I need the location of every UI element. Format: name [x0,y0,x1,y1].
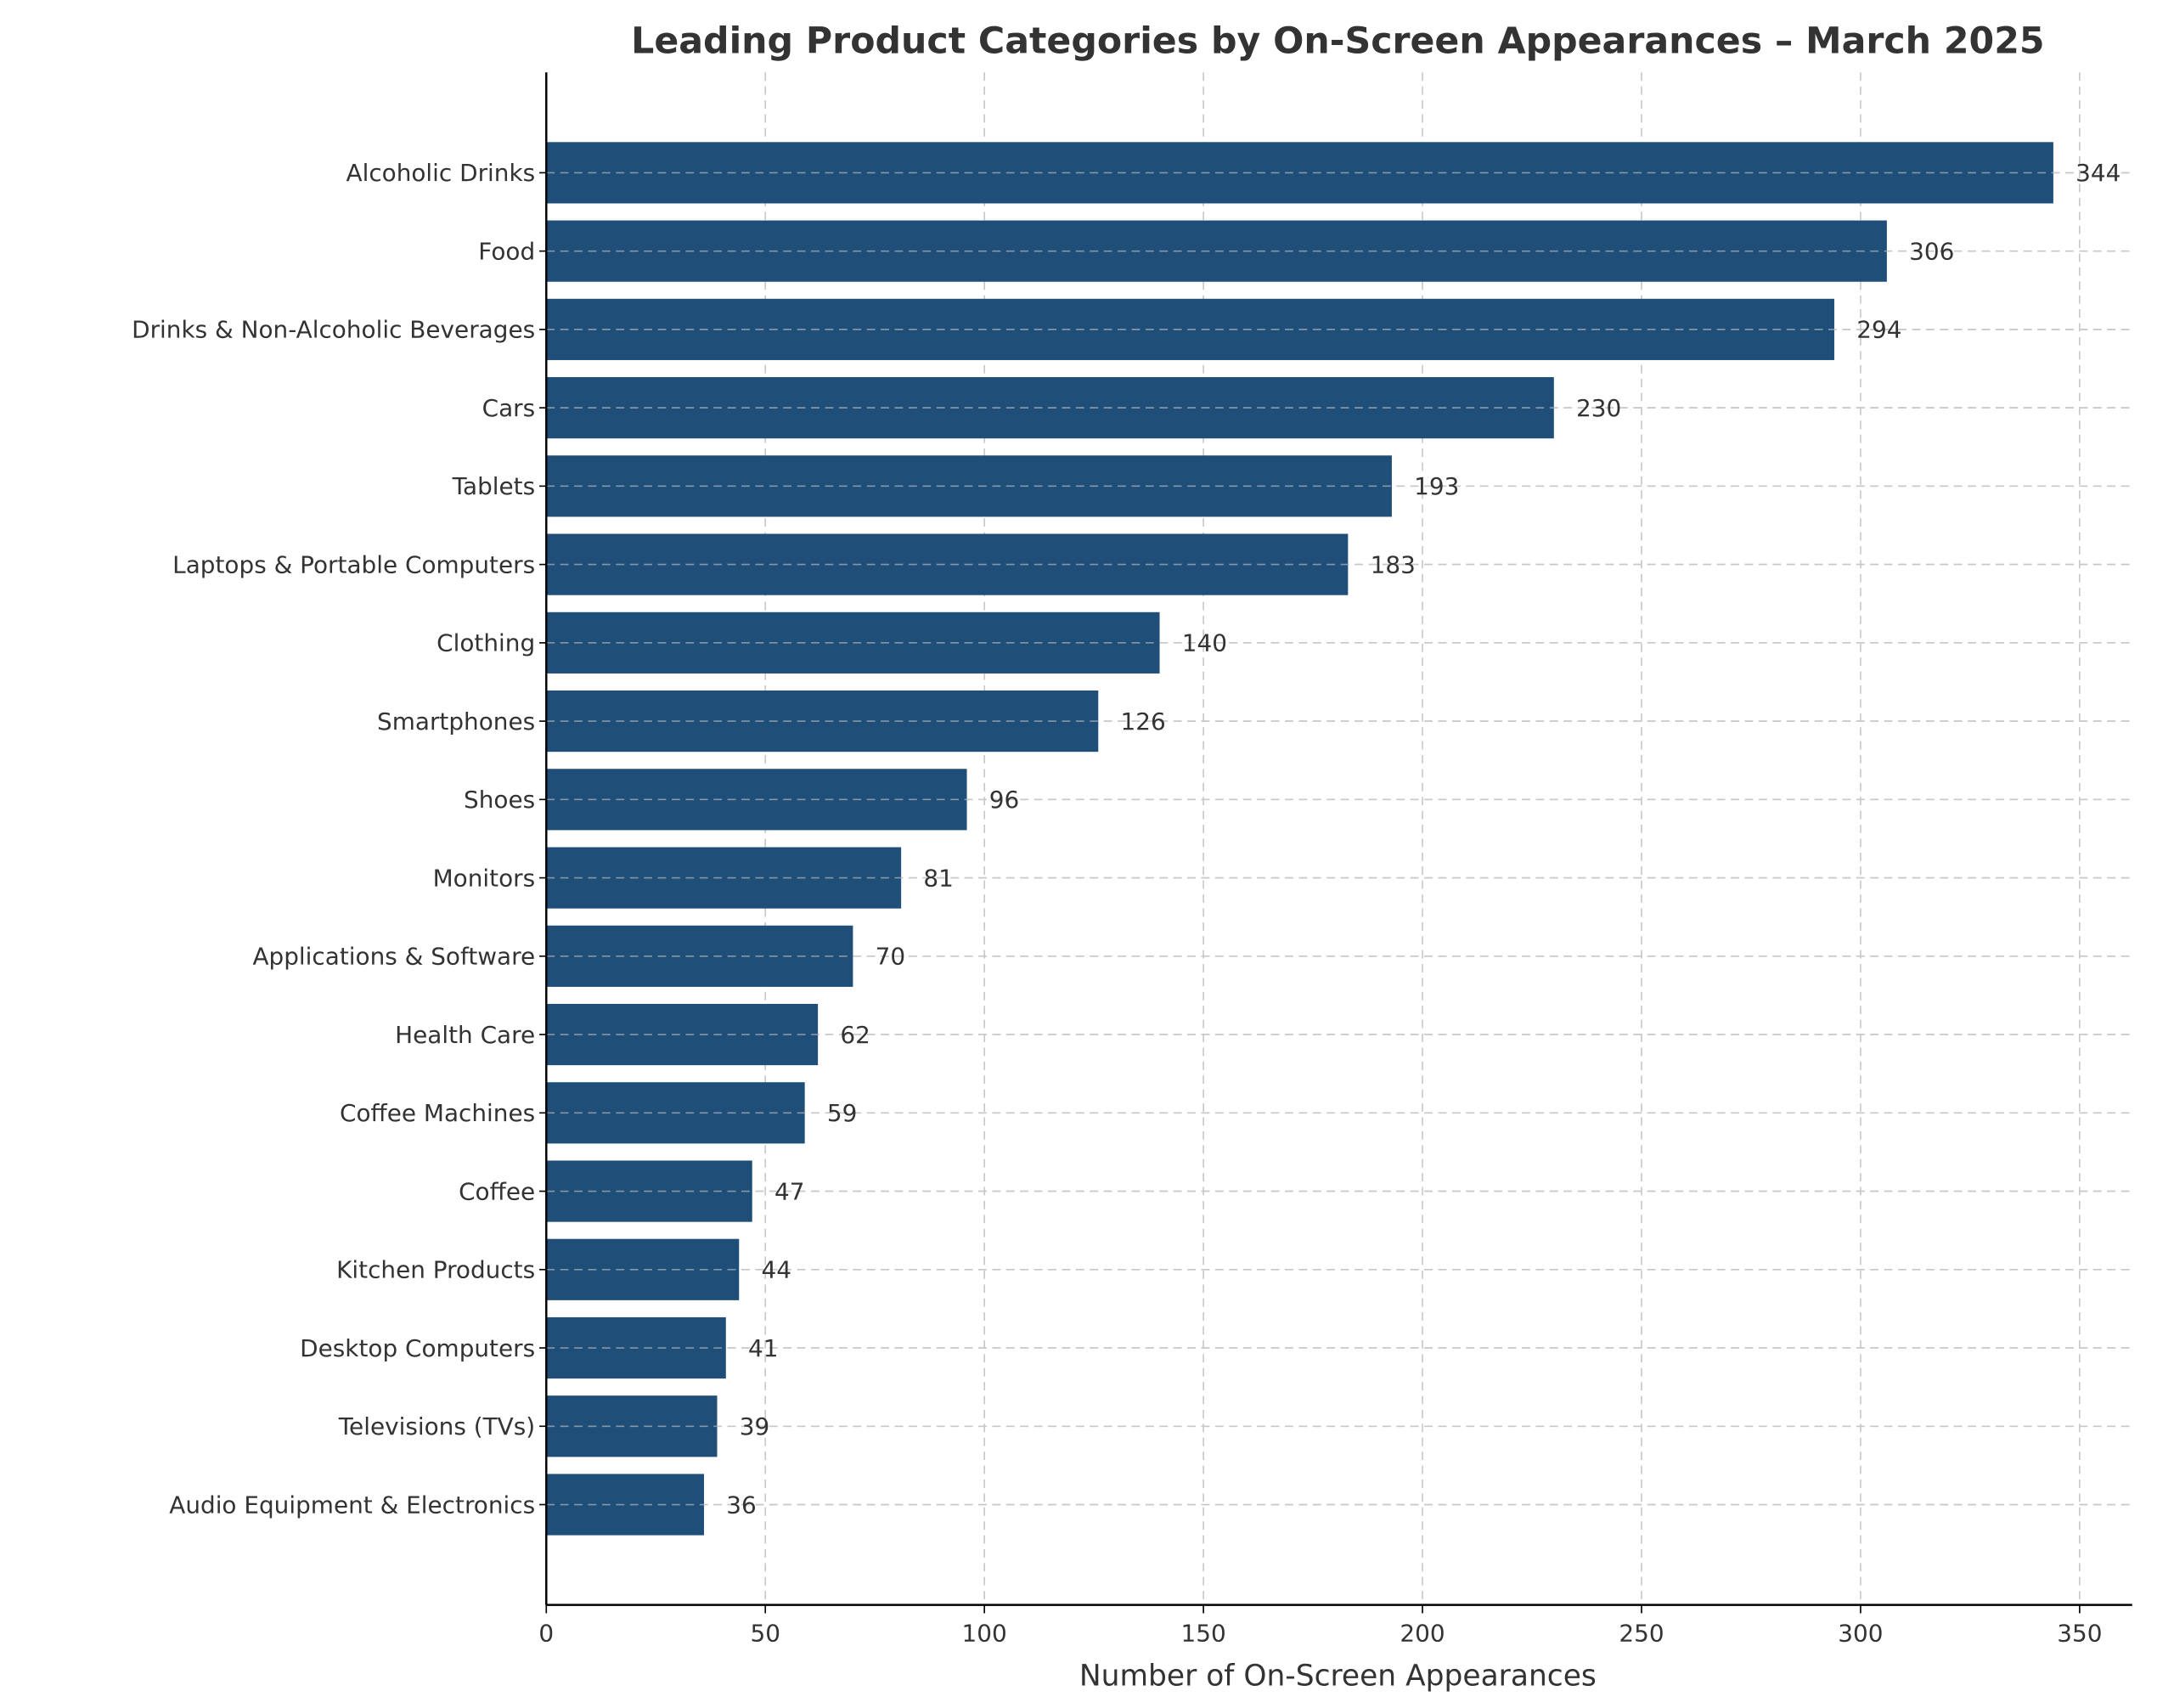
x-tick-label: 200 [1400,1619,1445,1647]
y-tick-label: Smartphones [377,707,535,736]
y-tick-label: Food [478,237,535,265]
y-tick-label: Televisions (TVs) [338,1412,535,1440]
data-label: 193 [1414,472,1459,500]
y-tick-label: Drinks & Non-Alcoholic Beverages [132,316,535,344]
y-tick-label: Laptops & Portable Computers [172,550,535,578]
bar [546,1474,704,1536]
y-tick-label: Monitors [433,864,536,892]
y-tick-label: Shoes [464,786,535,814]
data-label: 126 [1121,707,1166,736]
data-label: 306 [1909,237,1954,265]
y-tick-label: Clothing [436,629,535,657]
x-tick-label: 0 [538,1619,554,1647]
data-label: 230 [1576,394,1621,422]
data-label: 294 [1856,316,1901,344]
data-label: 41 [748,1334,778,1362]
data-label: 44 [762,1256,791,1284]
y-tick-label: Audio Equipment & Electronics [169,1491,535,1519]
y-tick-label: Tablets [452,472,536,500]
x-tick-label: 250 [1619,1619,1664,1647]
y-tick-label: Desktop Computers [300,1334,535,1362]
y-tick-label: Kitchen Products [336,1256,535,1284]
y-tick-label: Cars [482,394,536,422]
y-tick-label: Health Care [395,1021,535,1049]
y-tick-label: Alcoholic Drinks [346,159,536,187]
x-tick-label: 300 [1838,1619,1883,1647]
data-label: 344 [2075,159,2120,187]
y-tick-label: Coffee [459,1177,535,1205]
data-label: 59 [827,1099,857,1127]
x-axis-label: Number of On-Screen Appearances [1079,1660,1597,1694]
bar [546,847,902,909]
x-tick-label: 50 [750,1619,780,1647]
bar [546,691,1099,753]
data-label: 183 [1371,550,1416,578]
x-tick-label: 350 [2057,1619,2102,1647]
data-label: 39 [740,1412,769,1440]
data-label: 47 [774,1177,804,1205]
data-label: 70 [876,943,905,971]
y-tick-label: Coffee Machines [340,1099,535,1127]
data-label: 81 [923,864,953,892]
y-tick-label: Applications & Software [252,943,535,971]
x-tick-label: 100 [962,1619,1007,1647]
data-label: 96 [989,786,1019,814]
data-label: 62 [840,1021,870,1049]
data-label: 36 [726,1491,756,1519]
data-label: 140 [1182,629,1227,657]
chart-title: Leading Product Categories by On-Screen … [631,20,2044,62]
bar [546,533,1349,595]
x-tick-label: 150 [1180,1619,1225,1647]
